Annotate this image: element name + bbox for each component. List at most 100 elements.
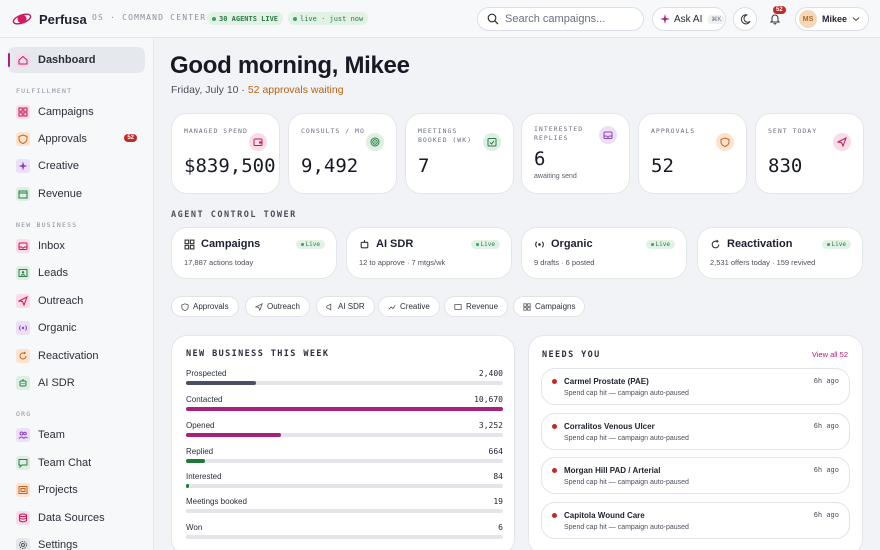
stat-card-approvals[interactable]: APPROVALS 52 [638,113,747,194]
agent-card-organic[interactable]: Organic Live 9 drafts · 6 posted [521,227,687,279]
notifications-button[interactable] [765,9,785,29]
sidebar-item-organic[interactable]: Organic [8,315,145,341]
sidebar-item-team[interactable]: Team [8,422,145,448]
sidebar-item-projects[interactable]: Projects [8,477,145,503]
funnel-progress-fill [186,433,282,437]
search-input[interactable] [505,13,635,25]
panel-title: NEEDS YOU [542,350,601,360]
live-dot-icon [826,243,830,246]
agent-card-reactivation[interactable]: Reactivation Live 2,531 offers today · 1… [697,227,863,279]
funnel-progress-track [186,381,503,385]
funnel-stage-value: 2,400 [478,369,503,378]
bell-icon [769,14,781,25]
needs-item[interactable]: Morgan Hill PAD / Arterial Spend cap hit … [541,457,850,494]
agents-live-badge: 30 AGENTS LIVE [207,12,284,25]
funnel-row: Won 6 [186,523,503,547]
search-box[interactable] [477,7,644,31]
stat-card-consults[interactable]: CONSULTS / MO 9,492 [288,113,397,194]
sidebar-item-data-sources[interactable]: Data Sources [8,505,145,531]
brand[interactable]: Perfusa [12,9,87,29]
agent-card-campaigns[interactable]: Campaigns Live 17,887 actions today [171,227,337,279]
sidebar-item-approvals[interactable]: Approvals 52 [8,126,145,152]
funnel-progress-track [186,407,503,411]
sidebar-item-dashboard[interactable]: Dashboard [8,47,145,73]
grid-icon [16,105,30,119]
user-name: Mikee [822,14,848,24]
current-date: Friday, July 10 [171,84,239,96]
chip-approvals[interactable]: Approvals [171,296,239,317]
funnel-progress-track [186,509,503,513]
calendar-check-icon [483,133,501,151]
date-line: Friday, July 10 · 52 approvals waiting [171,84,344,96]
sidebar-item-settings[interactable]: Settings [8,532,145,550]
agent-card-ai-sdr[interactable]: AI SDR Live 12 to approve · 7 mtgs/wk [346,227,512,279]
live-dot-icon [293,16,297,21]
live-badge: Live [645,240,675,249]
approvals-count-badge: 52 [124,134,137,142]
alert-dot-icon [552,468,557,473]
moon-icon [740,13,751,24]
os-label: OS · COMMAND CENTER [92,13,207,22]
funnel-progress-track [186,484,503,488]
funnel-stage-label: Meetings booked [186,497,247,506]
approvals-waiting-link[interactable]: 52 approvals waiting [247,84,344,96]
chip-campaigns[interactable]: Campaigns [513,296,586,317]
shield-icon [716,133,734,151]
funnel-stage-label: Contacted [186,395,223,404]
sidebar-item-leads[interactable]: Leads [8,260,145,286]
database-icon [16,511,30,525]
stat-card-sent-today[interactable]: SENT TODAY 830 [755,113,864,194]
live-dot-icon [475,243,479,246]
needs-you-panel: NEEDS YOU View all 52 Carmel Prostate (P… [528,335,863,550]
wallet-icon [249,133,267,151]
sparkle-icon [660,14,670,24]
funnel-row: Opened 3,252 [186,421,503,445]
chip-ai-sdr[interactable]: AI SDR [316,296,375,317]
panel-title: NEW BUSINESS THIS WEEK [186,349,330,359]
sidebar-item-reactivation[interactable]: Reactivation [8,343,145,369]
section-label-org: ORG [16,410,32,418]
shield-icon [181,302,189,311]
chip-outreach[interactable]: Outreach [245,296,310,317]
separator: · [241,84,245,96]
needs-item-detail: Spend cap hit — campaign auto-paused [564,524,689,531]
ask-ai-button[interactable]: Ask AI ⌘K [652,7,726,31]
theme-toggle-button[interactable] [733,7,757,31]
sidebar-item-inbox[interactable]: Inbox [8,233,145,259]
stat-card-interested-replies[interactable]: INTERESTED REPLIES 6 awaiting send [521,113,630,194]
needs-item[interactable]: Carmel Prostate (PAE) Spend cap hit — cam… [541,368,850,405]
sidebar-item-outreach[interactable]: Outreach [8,288,145,314]
perfusa-logo-icon [12,13,32,25]
megaphone-icon [326,303,332,310]
sidebar-item-ai-sdr[interactable]: AI SDR [8,370,145,396]
needs-item-title: Carmel Prostate (PAE) [564,377,649,386]
page-title: Good morning, Mikee [170,52,410,79]
live-badge: Live [821,240,851,249]
sidebar-item-team-chat[interactable]: Team Chat [8,450,145,476]
sidebar-item-revenue[interactable]: Revenue [8,181,145,207]
robot-icon [360,239,369,248]
sidebar-item-campaigns[interactable]: Campaigns [8,99,145,125]
users-icon [16,428,30,442]
funnel-row: Replied 664 [186,447,503,471]
chip-revenue[interactable]: Revenue [444,296,509,317]
send-icon [833,133,851,151]
user-menu-button[interactable]: MS Mikee [795,7,869,31]
stat-card-managed-spend[interactable]: MANAGED SPEND $839,500 [171,113,280,194]
app-name: Perfusa [39,11,87,27]
sidebar-item-creative[interactable]: Creative [8,153,145,179]
stat-card-meetings[interactable]: MEETINGS BOOKED (WK) 7 [405,113,514,194]
section-label-fulfillment: FULFILLMENT [16,87,73,95]
alert-dot-icon [552,424,557,429]
live-badge: Live [470,240,500,249]
view-all-link[interactable]: View all 52 [811,350,848,359]
needs-item-title: Corralitos Venous Ulcer [564,422,655,431]
funnel-stage-value: 10,670 [474,395,503,404]
needs-item[interactable]: Capitola Wound Care Spend cap hit — campa… [541,502,850,539]
funnel-stage-value: 6 [498,523,503,532]
inbox-icon [599,126,617,144]
alert-dot-icon [552,513,557,518]
needs-item[interactable]: Corralitos Venous Ulcer Spend cap hit — c… [541,413,850,450]
chip-creative[interactable]: Creative [378,296,440,317]
funnel-progress-fill [186,459,206,463]
